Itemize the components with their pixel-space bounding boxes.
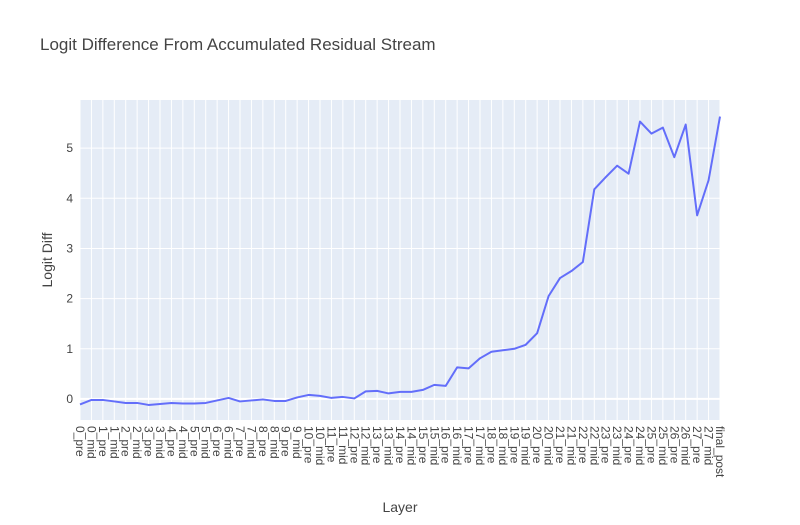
x-tick-label: 5_pre: [187, 426, 201, 457]
x-tick-label: 16_pre: [439, 426, 453, 464]
x-tick-label: 17_mid: [473, 426, 487, 465]
y-tick-label: 1: [66, 342, 73, 356]
x-tick-label: 14_mid: [404, 426, 418, 465]
x-tick-label: 6_mid: [222, 426, 236, 459]
x-tick-label: 18_mid: [496, 426, 510, 465]
x-tick-label: 11_mid: [336, 426, 350, 464]
x-tick-label: 25_pre: [644, 426, 658, 464]
x-tick-label: 21_mid: [564, 426, 578, 465]
x-tick-label: 0_mid: [84, 426, 98, 459]
x-tick-label: final_post: [713, 426, 727, 478]
x-tick-label: 2_pre: [119, 426, 133, 457]
x-tick-label: 0_pre: [73, 426, 87, 457]
x-tick-label: 20_pre: [530, 426, 544, 464]
x-tick-label: 7_pre: [233, 426, 247, 457]
x-axis-title: Layer: [382, 499, 417, 515]
x-tick-label: 1_mid: [107, 426, 121, 459]
y-tick-labels: 0 1 2 3 4 5: [66, 141, 73, 406]
y-tick-label: 4: [66, 191, 73, 205]
chart-title: Logit Difference From Accumulated Residu…: [40, 35, 436, 54]
x-tick-label: 23_pre: [599, 426, 613, 464]
x-tick-label: 13_pre: [370, 426, 384, 464]
x-tick-label: 13_mid: [382, 426, 396, 465]
x-tick-label: 22_pre: [576, 426, 590, 464]
grid-lines: [79, 100, 721, 420]
x-tick-label: 8_pre: [256, 426, 270, 457]
x-tick-label: 11_pre: [324, 426, 338, 463]
x-tick-label: 27_mid: [702, 426, 716, 465]
x-tick-label: 20_mid: [542, 426, 556, 465]
y-tick-label: 5: [66, 141, 73, 155]
x-tick-label: 3_mid: [153, 426, 167, 459]
x-tick-label: 3_pre: [142, 426, 156, 457]
x-tick-labels: 0_pre0_mid1_pre1_mid2_pre2_mid3_pre3_mid…: [73, 426, 727, 478]
series-line: [79, 116, 721, 406]
x-tick-label: 22_mid: [587, 426, 601, 465]
x-tick-label: 24_mid: [633, 426, 647, 465]
x-tick-label: 9_pre: [279, 426, 293, 457]
x-tick-label: 15_mid: [427, 426, 441, 465]
x-tick-label: 10_pre: [302, 426, 316, 464]
line-series: [79, 116, 721, 406]
y-tick-label: 3: [66, 241, 73, 255]
x-tick-label: 6_pre: [210, 426, 224, 457]
x-tick-label: 12_pre: [347, 426, 361, 464]
y-tick-label: 2: [66, 292, 73, 306]
x-tick-label: 7_mid: [244, 426, 258, 459]
x-tick-label: 15_pre: [416, 426, 430, 464]
x-tick-label: 24_pre: [622, 426, 636, 464]
x-tick-label: 12_mid: [359, 426, 373, 465]
x-tick-label: 16_mid: [450, 426, 464, 465]
x-tick-label: 8_mid: [267, 426, 281, 459]
x-tick-label: 5_mid: [199, 426, 213, 459]
y-axis-title: Logit Diff: [39, 232, 55, 287]
x-tick-label: 19_mid: [519, 426, 533, 465]
x-tick-label: 4_pre: [164, 426, 178, 457]
x-tick-label: 21_pre: [553, 426, 567, 464]
x-tick-label: 9_mid: [290, 426, 304, 459]
y-tick-label: 0: [66, 392, 73, 406]
x-tick-label: 4_mid: [176, 426, 190, 459]
x-tick-label: 10_mid: [313, 426, 327, 465]
x-tick-label: 18_pre: [484, 426, 498, 464]
x-tick-label: 17_pre: [462, 426, 476, 464]
x-tick-label: 26_mid: [679, 426, 693, 465]
x-tick-label: 25_mid: [656, 426, 670, 465]
x-tick-label: 2_mid: [130, 426, 144, 459]
x-tick-label: 27_pre: [690, 426, 704, 464]
x-tick-label: 26_pre: [667, 426, 681, 464]
x-tick-label: 14_pre: [393, 426, 407, 464]
x-tick-label: 19_pre: [507, 426, 521, 464]
x-tick-label: 1_pre: [96, 426, 110, 457]
x-tick-label: 23_mid: [610, 426, 624, 465]
